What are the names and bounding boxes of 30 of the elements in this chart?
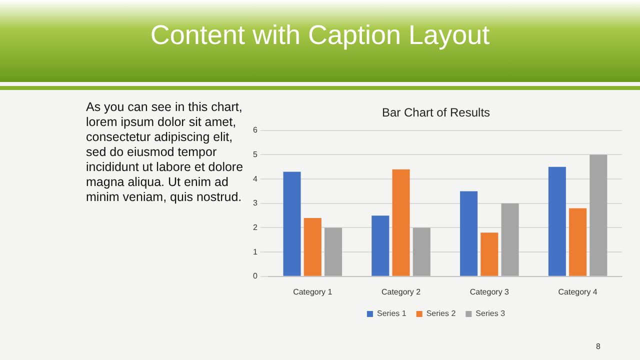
y-tick-label: 5 [252,150,258,159]
bar [392,169,410,276]
y-tick-label: 0 [252,272,258,281]
x-tick-label: Category 2 [381,287,422,296]
bar [460,191,478,276]
x-tick-label: Category 1 [293,287,333,296]
x-tick-label: Category 4 [558,287,598,296]
text: As you can see in this chart, lorem ipsum dolor sit amet, consectetur adipiscing elit, sed do eiusmod tempor incididunt ut labore et dolore magna aliqua. Ut enim ad minim veniam, quis nostrud. [86,100,244,204]
legend-label: Series 2 [426,309,456,318]
bar [304,218,322,276]
text: Content with Caption Layout [149,20,491,51]
bar [590,154,608,276]
y-tick-label: 6 [252,126,258,135]
bar [501,203,519,276]
bar [372,216,390,276]
y-tick-label: 1 [252,247,258,256]
legend-label: Series 3 [476,309,506,318]
y-tick-label: 4 [252,174,258,184]
bar [324,228,342,276]
y-tick-label: 2 [252,222,258,232]
y-tick-label: 3 [252,198,258,208]
x-tick-label: Category 3 [470,287,510,296]
legend-label: Series 1 [376,309,407,318]
bar [283,172,301,276]
chart-title: Bar Chart of Results [382,106,490,120]
text: 8 [596,342,600,351]
bar [480,232,498,276]
bar [569,208,587,276]
bar [412,228,430,276]
bar [548,166,566,276]
